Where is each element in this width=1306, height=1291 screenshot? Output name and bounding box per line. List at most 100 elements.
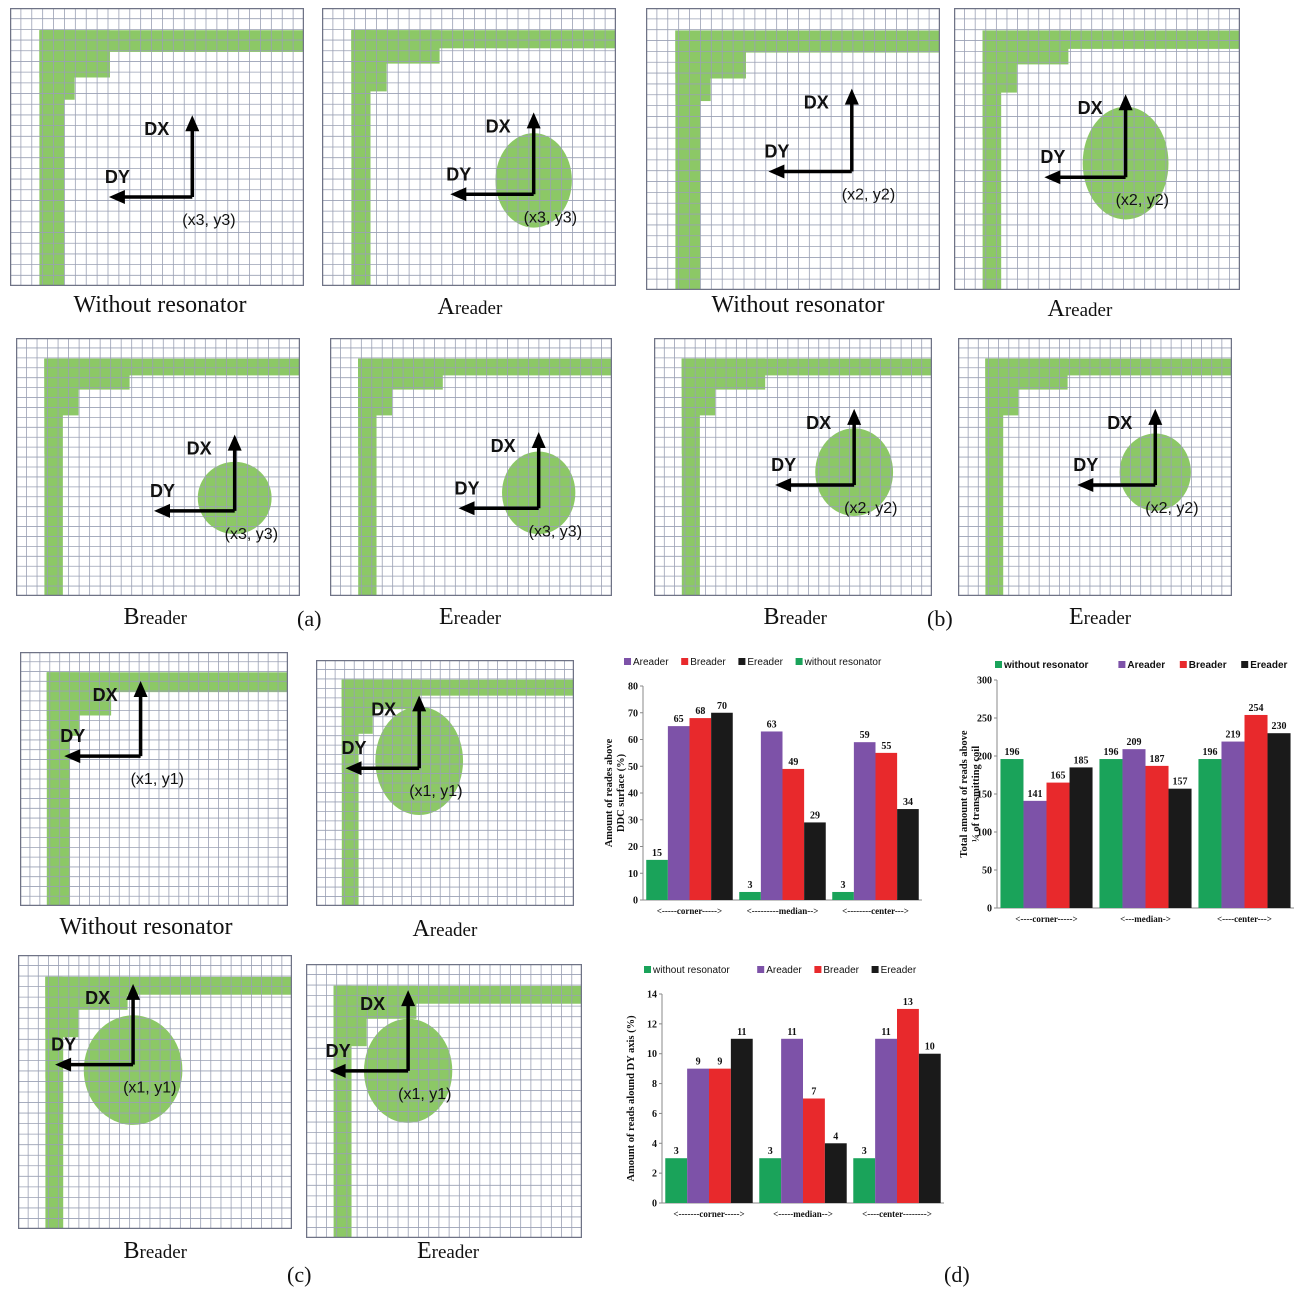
category-label: <---------median--> xyxy=(747,906,819,916)
bar-value-label: 196 xyxy=(1004,747,1019,758)
bar-value-label: 209 xyxy=(1126,737,1141,748)
coordinate-label: (x1, y1) xyxy=(131,771,184,788)
bar-value-label: 185 xyxy=(1074,755,1089,766)
caption-sub: reader xyxy=(139,608,187,629)
y-axis-label: Total amount of reads above¼ of transmit… xyxy=(959,730,982,858)
caption-main: A xyxy=(437,294,455,320)
caption-main: Without resonator xyxy=(711,292,885,318)
y-axis-label: Amount of reades aboveDDC surface (%) xyxy=(604,738,627,847)
caption-main: E xyxy=(439,604,454,630)
dx-label: DX xyxy=(806,413,831,433)
grid-panel: DX DY (x2, y2) xyxy=(654,338,932,596)
bar xyxy=(918,1053,941,1203)
legend-label: without resonator xyxy=(804,657,882,668)
group-label-b: (b) xyxy=(927,606,953,631)
panel-caption: Areader xyxy=(413,916,478,943)
caption-main: E xyxy=(417,1238,432,1264)
dy-arrow xyxy=(345,761,420,776)
bar-value-label: 196 xyxy=(1103,747,1118,758)
grid-panel: DX DY (x2, y2) xyxy=(954,8,1240,290)
legend-label: without resonator xyxy=(652,965,730,976)
panel-caption: Breader xyxy=(764,604,827,631)
caption-sub: reader xyxy=(139,1242,187,1263)
y-tick-label: 70 xyxy=(628,708,638,719)
bar xyxy=(1145,765,1169,908)
bar xyxy=(689,718,712,900)
legend-swatch xyxy=(624,658,631,665)
y-tick-label: 100 xyxy=(977,828,992,839)
legend-label: Areader xyxy=(1127,660,1165,671)
category-label: <-------corner-----> xyxy=(673,1209,744,1219)
bar-value-label: 34 xyxy=(903,797,913,808)
bar xyxy=(760,731,783,900)
dy-label: DY xyxy=(1040,147,1065,167)
grid-heatmap: DX DY (x3, y3) xyxy=(322,8,616,286)
legend-label: Breader xyxy=(823,965,859,976)
bar xyxy=(781,1038,803,1203)
legend-swatch xyxy=(738,658,746,665)
bar xyxy=(709,1068,731,1203)
grid-panel: DX DY (x2, y2) xyxy=(646,8,940,290)
dx-arrow xyxy=(401,990,416,1071)
group-label-a: (a) xyxy=(297,606,322,631)
panel-caption: Without resonator xyxy=(712,292,885,319)
bar xyxy=(824,1143,847,1203)
bar-value-label: 9 xyxy=(717,1057,722,1068)
bar xyxy=(1267,733,1291,908)
coordinate-label: (x1, y1) xyxy=(409,783,462,800)
bar-value-label: 59 xyxy=(860,730,870,741)
bar xyxy=(897,809,919,900)
panel-caption: Breader xyxy=(124,1238,187,1265)
legend-swatch xyxy=(995,661,1002,668)
legend-swatch xyxy=(1179,661,1187,668)
bar xyxy=(1221,741,1245,908)
category-label: <---median-> xyxy=(1120,914,1171,924)
group-label-c: (c) xyxy=(287,1262,312,1287)
bar-value-label: 7 xyxy=(811,1087,816,1098)
bar xyxy=(665,1158,688,1203)
grid-panel: DX DY (x1, y1) xyxy=(306,964,582,1238)
dy-label: DY xyxy=(326,1041,351,1061)
coordinate-label: (x3, y3) xyxy=(524,209,577,226)
dy-arrow xyxy=(458,501,539,516)
panel-caption: Ereader xyxy=(1069,604,1131,631)
dy-arrow xyxy=(1077,478,1156,493)
bar xyxy=(782,768,805,900)
bar xyxy=(1023,800,1047,908)
bar xyxy=(759,1158,782,1203)
bar xyxy=(1000,759,1024,908)
legend-label: Breader xyxy=(690,657,726,668)
category-label: <----corner-----> xyxy=(1015,914,1077,924)
dy-arrow xyxy=(154,503,235,518)
dx-arrow xyxy=(847,408,862,486)
coordinate-label: (x2, y2) xyxy=(844,500,897,517)
legend-label: Ereader xyxy=(747,657,783,668)
bar-value-label: 157 xyxy=(1173,777,1188,788)
grid-heatmap: DX DY (x3, y3) xyxy=(16,338,300,596)
dx-arrow xyxy=(1148,408,1163,486)
dx-arrow xyxy=(185,115,200,198)
legend-label: Ereader xyxy=(1250,660,1287,671)
y-tick-label: 8 xyxy=(652,1079,657,1090)
bar-value-label: 141 xyxy=(1027,789,1042,800)
grid-heatmap: DX DY (x1, y1) xyxy=(18,955,292,1229)
caption-sub: reader xyxy=(454,298,503,319)
dx-label: DX xyxy=(144,119,169,139)
grid-heatmap: DX DY (x2, y2) xyxy=(654,338,932,596)
y-tick-label: 10 xyxy=(647,1049,657,1060)
bar-value-label: 9 xyxy=(696,1057,701,1068)
dx-label: DX xyxy=(187,439,212,459)
y-tick-label: 4 xyxy=(652,1139,657,1150)
grid-heatmap: DX DY (x1, y1) xyxy=(306,964,582,1238)
y-tick-label: 150 xyxy=(977,790,992,801)
dy-arrow xyxy=(450,187,534,202)
legend-label: Areader xyxy=(766,965,802,976)
dy-label: DY xyxy=(105,167,130,187)
bar-value-label: 230 xyxy=(1272,721,1287,732)
dx-label: DX xyxy=(85,988,110,1008)
legend-swatch xyxy=(644,966,651,973)
caption-main: B xyxy=(763,604,780,630)
bar-value-label: 254 xyxy=(1249,703,1264,714)
bar xyxy=(1168,788,1192,908)
caption-main: A xyxy=(412,916,430,942)
